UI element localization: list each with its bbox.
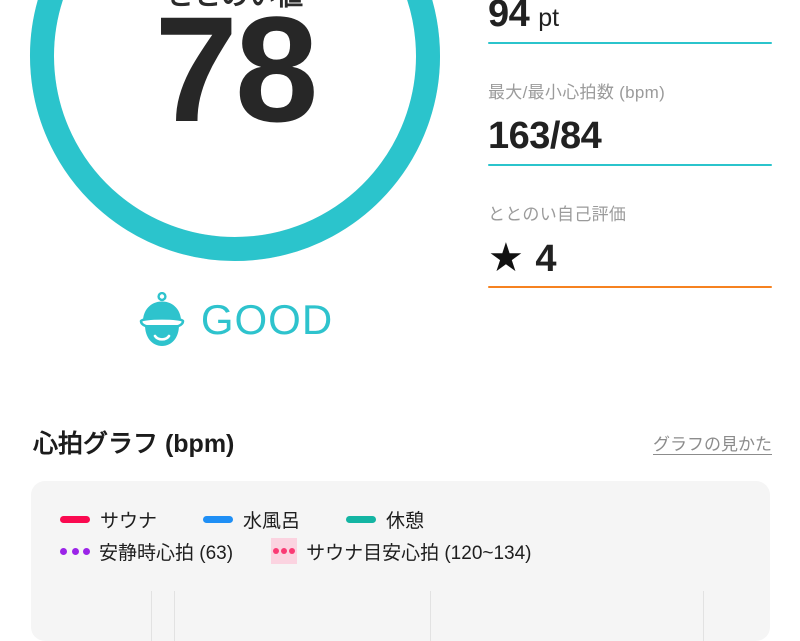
- legend-label: サウナ目安心拍 (120~134): [306, 542, 532, 564]
- legend-item-cold-bath[interactable]: 水風呂: [203, 506, 300, 533]
- gridline: [703, 591, 704, 641]
- heart-rate-chart-card: サウナ 水風呂 休憩 安静時心拍 (63): [31, 481, 770, 641]
- legend-item-resting-hr[interactable]: 安静時心拍 (63): [60, 538, 233, 565]
- chart-title: 心拍グラフ (bpm): [33, 430, 235, 458]
- chart-legend: サウナ 水風呂 休憩 安静時心拍 (63): [60, 503, 750, 567]
- legend-swatch-line-icon: [60, 515, 90, 523]
- metric-underline: [488, 164, 772, 166]
- metric-value: ★ 4: [488, 230, 772, 286]
- score-ring: [27, 0, 443, 264]
- metric-heart-rate-range: 最大/最小心拍数 (bpm) 163/84: [488, 78, 772, 166]
- chart-plot-area: [31, 591, 770, 641]
- gridline: [430, 591, 431, 641]
- metric-list: 安全スコア 94 pt 最大/最小心拍数 (bpm) 163/84 ととのい自己…: [488, 0, 772, 288]
- legend-swatch-band-icon: [271, 538, 298, 564]
- score-label: ととのい値: [0, 0, 470, 13]
- verdict-text: GOOD: [200, 296, 334, 343]
- metric-number: 163/84: [488, 115, 602, 157]
- gridline: [174, 591, 175, 641]
- metric-value: 163/84: [488, 108, 772, 164]
- chart-help-link[interactable]: グラフの見かた: [653, 435, 772, 454]
- gridline: [151, 591, 152, 641]
- legend-item-sauna[interactable]: サウナ: [60, 506, 157, 533]
- metric-value: 94 pt: [488, 0, 772, 42]
- score-ring-progress: [30, 0, 440, 261]
- metric-label: 最大/最小心拍数 (bpm): [488, 83, 666, 102]
- legend-item-target-hr[interactable]: サウナ目安心拍 (120~134): [271, 538, 532, 565]
- spacer: [488, 44, 772, 78]
- metric-number: 4: [535, 238, 556, 280]
- legend-row-primary: サウナ 水風呂 休憩: [60, 503, 750, 535]
- totonoi-score-gauge: ととのい値 78 GOOD: [0, 0, 470, 420]
- metric-unit: pt: [538, 4, 560, 32]
- spacer: [488, 166, 772, 200]
- legend-swatch-line-icon: [203, 515, 234, 523]
- sauna-hat-face-icon: [137, 292, 187, 348]
- metric-label: ととのい自己評価: [488, 205, 627, 224]
- legend-label: サウナ: [100, 510, 158, 532]
- legend-item-rest[interactable]: 休憩: [346, 506, 424, 533]
- legend-row-reference: 安静時心拍 (63) サウナ目安心拍 (120~134): [60, 535, 750, 567]
- legend-label: 休憩: [386, 510, 425, 532]
- legend-label: 水風呂: [243, 510, 301, 532]
- star-icon: ★: [488, 236, 524, 280]
- metric-number: 94: [488, 0, 530, 35]
- verdict-row: GOOD: [0, 292, 470, 348]
- metric-safety-score: 安全スコア 94 pt: [488, 0, 772, 44]
- score-value: 78: [154, 0, 319, 153]
- metric-underline: [488, 286, 772, 288]
- metric-underline: [488, 42, 772, 44]
- legend-swatch-line-icon: [346, 515, 377, 523]
- metric-self-rating: ととのい自己評価 ★ 4: [488, 200, 772, 288]
- legend-swatch-dotted-icon: [60, 546, 90, 556]
- chart-header: 心拍グラフ (bpm) グラフの見かた: [0, 424, 800, 472]
- legend-label: 安静時心拍 (63): [99, 542, 234, 564]
